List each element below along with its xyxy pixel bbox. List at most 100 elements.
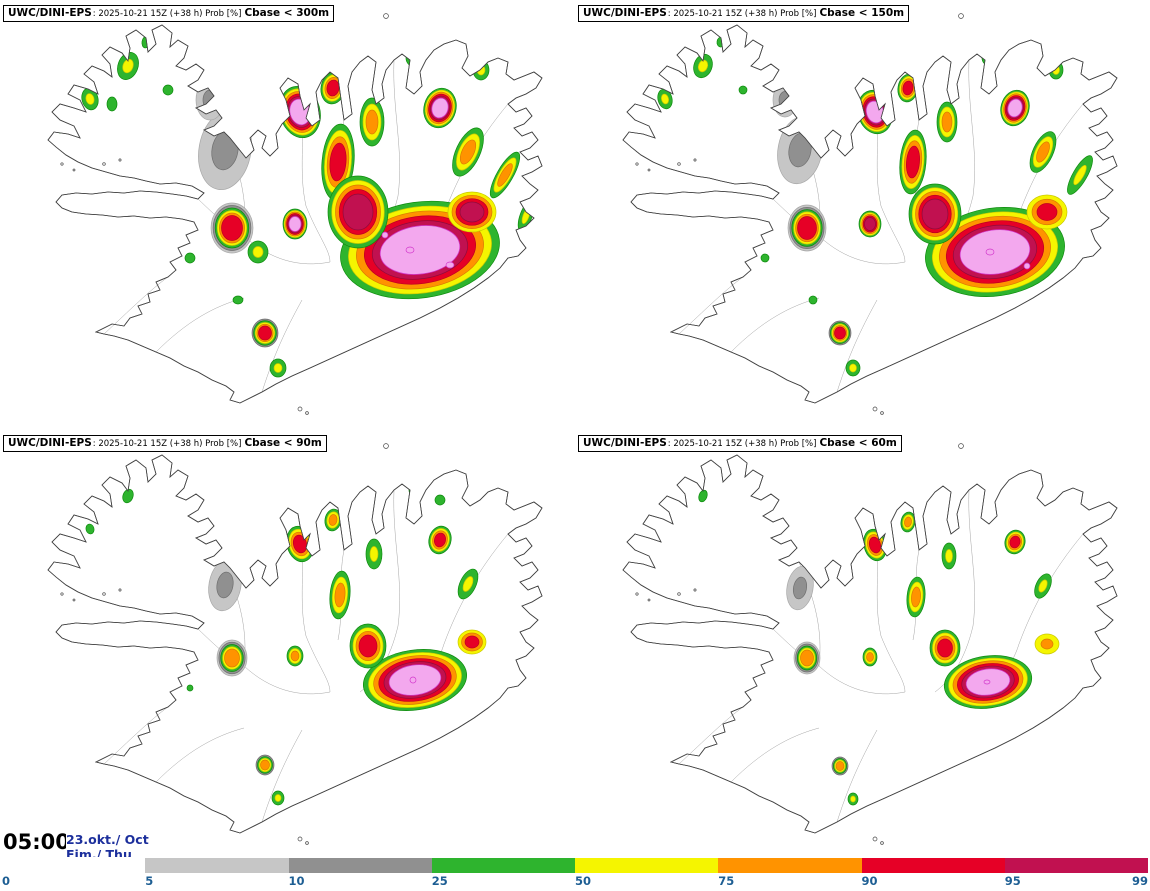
prob-contour-99+	[288, 216, 302, 232]
prob-contour-90	[1036, 203, 1058, 221]
region-boundary-line	[836, 729, 878, 823]
offshore-island	[60, 592, 64, 596]
prob-contour-50	[410, 53, 420, 63]
run-meta-label: : 2025-10-21 15Z (+38 h) Prob [%]	[92, 9, 242, 19]
panel-title-90m: UWC/DINI-EPS: 2025-10-21 15Z (+38 h) Pro…	[3, 435, 327, 452]
prob-contour-99+	[431, 97, 449, 119]
prob-contour-99+	[379, 225, 461, 275]
offshore-island	[677, 592, 681, 596]
prob-contour-75	[866, 652, 874, 662]
region-boundary-line	[393, 59, 400, 197]
prob-contour-50	[1038, 579, 1048, 593]
prob-contour-90	[434, 532, 446, 548]
prob-contour-75	[328, 514, 338, 526]
offshore-island	[880, 411, 884, 415]
prob-contour-90	[292, 534, 308, 554]
prob-contour-50	[252, 246, 264, 258]
offshore-island	[72, 168, 76, 172]
prob-contour-90	[834, 326, 846, 340]
offshore-island	[297, 406, 303, 412]
region-boundary-line	[305, 205, 331, 263]
prob-contour-99+	[445, 261, 455, 269]
model-label: UWC/DINI-EPS	[8, 7, 92, 19]
legend-segment-90	[861, 858, 1005, 873]
legend-tick-labels: 0 5 10 25 50 75 90 95 99	[0, 874, 1150, 890]
prob-contour-25	[55, 122, 65, 134]
prob-contour-50	[122, 58, 134, 74]
prob-contour-99+	[959, 229, 1031, 275]
run-meta-label: : 2025-10-21 15Z (+38 h) Prob [%]	[92, 439, 242, 449]
offshore-island	[958, 13, 964, 19]
map-panel-cbase-90m: UWC/DINI-EPS: 2025-10-21 15Z (+38 h) Pro…	[0, 430, 575, 860]
legend-segment-25	[431, 858, 575, 873]
prob-contour-25	[527, 242, 537, 254]
prob-contour-90	[937, 638, 953, 658]
prob-contour-50	[369, 546, 379, 562]
region-boundary-line	[243, 235, 331, 265]
prob-contour-90	[358, 634, 378, 658]
prob-contour-90	[221, 215, 243, 241]
prob-contour-99+	[1007, 98, 1023, 118]
prob-contour-90	[329, 142, 347, 182]
prob-contour-90	[797, 216, 817, 240]
prob-contour-50	[85, 93, 95, 105]
prob-contour-90	[868, 536, 882, 554]
date-month-label: 23.okt./ Oct	[66, 832, 149, 847]
offshore-island	[72, 598, 76, 602]
offshore-island	[677, 162, 681, 166]
legend-segment-95	[1004, 858, 1148, 873]
iceland-coastline-overlay	[47, 24, 543, 404]
region-boundary-line	[103, 276, 169, 335]
legend-segment-50	[575, 858, 719, 873]
offshore-island	[693, 158, 697, 162]
prob-contour-99+	[983, 679, 991, 685]
iceland-coastline-overlay	[622, 454, 1118, 834]
region-boundary-line	[818, 235, 906, 265]
threshold-label: Cbase < 60m	[819, 437, 897, 449]
probability-field	[698, 489, 1060, 806]
prob-contour-25	[408, 483, 422, 497]
legend-tick-99: 99	[1131, 874, 1148, 888]
legend-tick-25: 25	[431, 874, 448, 888]
prob-contour-50	[462, 576, 474, 592]
model-label: UWC/DINI-EPS	[583, 437, 667, 449]
offshore-island	[958, 443, 964, 449]
legend-tick-75: 75	[718, 874, 735, 888]
prob-contour-25	[760, 253, 770, 263]
offshore-island	[647, 168, 651, 172]
prob-contour-25	[738, 85, 748, 95]
offshore-island	[383, 13, 389, 19]
prob-contour-99+	[985, 248, 995, 256]
offshore-island	[305, 841, 309, 845]
region-boundary-line	[836, 299, 878, 393]
offshore-island	[118, 158, 122, 162]
prob-contour-75	[260, 759, 270, 771]
threshold-label: Cbase < 150m	[819, 7, 905, 19]
prob-contour-75	[1040, 638, 1054, 650]
prob-contour-25	[808, 295, 818, 305]
prob-contour-75	[497, 163, 513, 187]
prob-contour-75	[365, 109, 379, 135]
prob-contour-25	[106, 96, 118, 112]
prob-contour-25	[405, 48, 425, 68]
prob-contour-95	[864, 217, 876, 231]
panel-title-300m: UWC/DINI-EPS: 2025-10-21 15Z (+38 h) Pro…	[3, 5, 335, 22]
region-boundary-line	[880, 205, 906, 263]
region-boundary-line	[818, 665, 906, 695]
region-boundary-line	[261, 729, 303, 823]
run-meta-label: : 2025-10-21 15Z (+38 h) Prob [%]	[667, 439, 817, 449]
offshore-island	[305, 411, 309, 415]
prob-contour-10	[216, 571, 234, 599]
probability-legend: 0 5 10 25 50 75 90 95 99	[0, 857, 1150, 891]
prob-contour-99+	[381, 231, 389, 239]
probability-field	[55, 35, 537, 378]
map-panel-cbase-60m: UWC/DINI-EPS: 2025-10-21 15Z (+38 h) Pro…	[575, 430, 1150, 860]
iceland-map-60m	[622, 443, 1118, 845]
prob-contour-75	[290, 650, 300, 662]
prob-contour-95	[342, 193, 374, 231]
prob-contour-75	[835, 761, 845, 771]
iceland-coastline-overlay	[622, 24, 1118, 404]
prob-contour-50	[850, 795, 856, 803]
offshore-island	[383, 443, 389, 449]
